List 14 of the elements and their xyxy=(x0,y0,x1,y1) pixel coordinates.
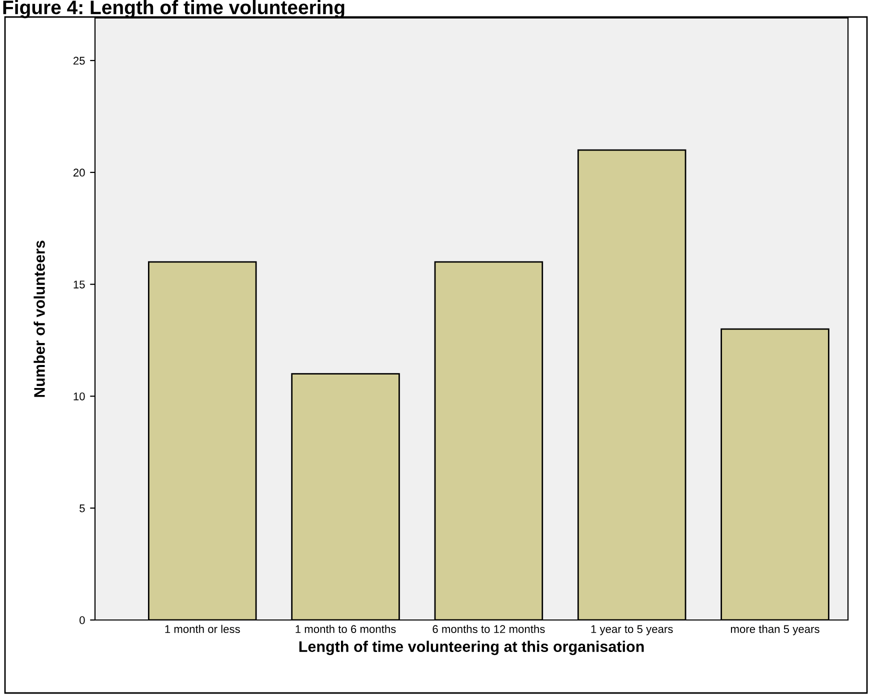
y-tick-label: 25 xyxy=(73,56,85,65)
x-tick-label: 1 month or less xyxy=(165,624,240,634)
x-tick-label: 6 months to 12 months xyxy=(432,624,545,634)
x-axis-title: Length of time volunteering at this organisation xyxy=(299,640,644,656)
x-tick-label: 1 month to 6 months xyxy=(296,624,396,634)
y-tick-label: 0 xyxy=(80,616,85,624)
x-tick-label: more than 5 years xyxy=(730,624,820,636)
chart-title: Figure 4: Length of time volunteering xyxy=(3,0,344,18)
x-tick-label: 1 year to 5 years xyxy=(591,625,673,636)
y-tick-label: 5 xyxy=(80,504,85,512)
y-tick-label: 10 xyxy=(74,392,85,400)
y-tick-label: 15 xyxy=(74,280,85,288)
y-axis-title: Number of volunteers xyxy=(34,240,45,397)
y-tick-label: 20 xyxy=(73,168,85,177)
